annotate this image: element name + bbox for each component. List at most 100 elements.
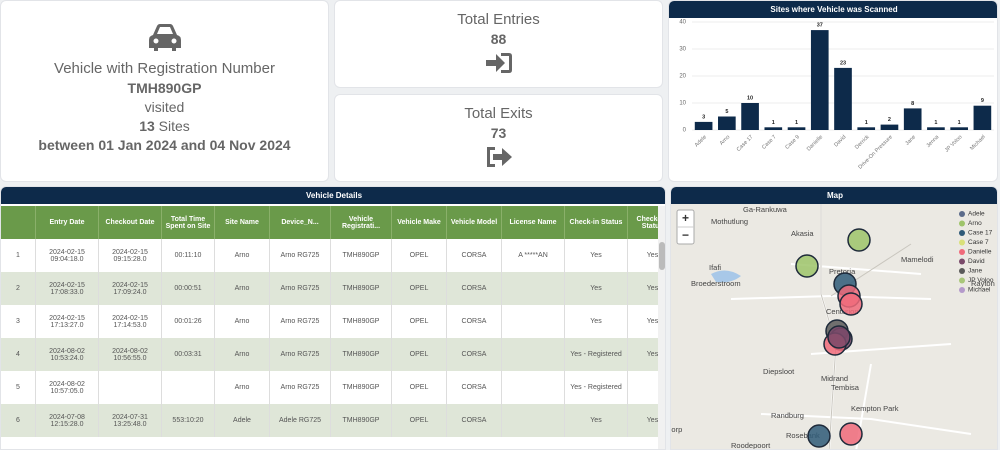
table-cell: Arno RG725 bbox=[269, 239, 331, 272]
x-tick-label: Danielle bbox=[806, 134, 824, 152]
table-cell: TMH890GP bbox=[330, 305, 392, 338]
table-cell: 2024-07-08 12:15:28.0 bbox=[35, 404, 99, 437]
table-cell: 6 bbox=[1, 404, 36, 437]
place-label: Pretoria bbox=[829, 267, 856, 276]
table-cell: Adele bbox=[214, 404, 270, 437]
table-cell: 2024-02-15 09:15:28.0 bbox=[98, 239, 162, 272]
value-label: 3 bbox=[702, 114, 705, 120]
value-label: 5 bbox=[725, 109, 728, 115]
place-label: Diepsloot bbox=[763, 367, 795, 376]
bar bbox=[857, 127, 876, 130]
x-tick-label: Case 17 bbox=[736, 134, 755, 153]
bar bbox=[694, 121, 713, 130]
legend-swatch bbox=[959, 239, 965, 246]
value-label: 10 bbox=[747, 95, 753, 101]
table-cell: 2024-08-02 10:56:55.0 bbox=[98, 338, 162, 371]
table-cell: OPEL bbox=[391, 305, 447, 338]
table-title: Vehicle Details bbox=[1, 187, 665, 204]
y-tick-label: 40 bbox=[679, 20, 686, 26]
table-cell bbox=[501, 272, 565, 305]
vehicle-table: Entry Date Checkout Date Total Time Spent … bbox=[1, 206, 665, 437]
table-cell bbox=[161, 371, 215, 404]
x-tick-label: Jenna bbox=[926, 134, 942, 150]
bar bbox=[834, 67, 852, 130]
table-cell: Yes bbox=[564, 305, 628, 338]
sites-word: Sites bbox=[158, 118, 190, 134]
y-tick-label: 10 bbox=[679, 101, 686, 107]
entry-icon bbox=[485, 53, 512, 73]
legend-swatch bbox=[959, 230, 965, 236]
table-cell: Arno RG725 bbox=[269, 338, 331, 371]
column-header: Device_N... bbox=[269, 206, 331, 239]
legend-label: Adele bbox=[968, 211, 985, 218]
legend-label: Jane bbox=[968, 268, 982, 275]
table-cell: 1 bbox=[1, 239, 36, 272]
table-cell: TMH890GP bbox=[330, 371, 392, 404]
table-cell: 2024-02-15 17:08:33.0 bbox=[35, 272, 99, 305]
site-marker bbox=[839, 292, 863, 316]
table-cell bbox=[98, 371, 162, 404]
table-cell: Arno bbox=[214, 371, 270, 404]
value-label: 37 bbox=[817, 23, 823, 29]
zoom-in[interactable]: + bbox=[682, 211, 689, 225]
table-cell: TMH890GP bbox=[330, 404, 392, 437]
x-tick-label: Case 7 bbox=[761, 134, 778, 151]
bar bbox=[718, 116, 736, 130]
entries-value: 88 bbox=[490, 31, 507, 47]
table-cell: 2024-02-15 17:13:27.0 bbox=[35, 305, 99, 338]
table-cell: 00:00:51 bbox=[161, 272, 215, 305]
table-row: 4 2024-08-02 10:53:24.0 2024-08-02 10:56:5… bbox=[1, 338, 665, 371]
column-header: Check-in Status bbox=[564, 206, 628, 239]
table-cell: 2024-02-15 17:14:53.0 bbox=[98, 305, 162, 338]
table-cell: 2024-08-02 10:53:24.0 bbox=[35, 338, 99, 371]
table-row: 2 2024-02-15 17:08:33.0 2024-02-15 17:09:2… bbox=[1, 272, 665, 305]
table-cell: Yes - Registered bbox=[564, 371, 628, 404]
legend-swatch bbox=[959, 268, 965, 274]
x-tick-label: David bbox=[833, 134, 847, 148]
table-cell: OPEL bbox=[391, 272, 447, 305]
x-tick-label: Derrick bbox=[854, 134, 871, 151]
site-marker bbox=[807, 424, 831, 448]
y-tick-label: 20 bbox=[679, 74, 686, 80]
bar bbox=[927, 127, 945, 130]
place-label: Roodepoort bbox=[731, 441, 771, 450]
table-cell: 3 bbox=[1, 305, 36, 338]
value-label: 1 bbox=[772, 120, 775, 126]
column-header: Vehicle Make bbox=[391, 206, 447, 239]
value-label: 1 bbox=[865, 120, 868, 126]
value-label: 8 bbox=[911, 101, 914, 107]
table-cell: CORSA bbox=[446, 371, 502, 404]
bar bbox=[810, 30, 829, 130]
place-label: Ifafi bbox=[709, 263, 721, 272]
place-label: Mamelodi bbox=[901, 255, 934, 264]
table-cell: OPEL bbox=[391, 239, 447, 272]
place-label: Rayton bbox=[971, 279, 995, 288]
table-cell bbox=[501, 338, 565, 371]
table-cell: Yes bbox=[564, 239, 628, 272]
scrollbar[interactable] bbox=[658, 206, 665, 449]
table-cell: 00:11:10 bbox=[161, 239, 215, 272]
table-cell bbox=[501, 305, 565, 338]
table-cell: OPEL bbox=[391, 371, 447, 404]
bar-chart-card: Sites where Vehicle was Scanned bbox=[668, 0, 998, 182]
place-label: Rosebank bbox=[786, 431, 820, 440]
table-cell: 2 bbox=[1, 272, 36, 305]
column-header: Vehicle Registrati... bbox=[330, 206, 392, 239]
table-cell: 5 bbox=[1, 371, 36, 404]
table-cell: Arno RG725 bbox=[269, 305, 331, 338]
table-cell: Arno bbox=[214, 239, 270, 272]
place-label: Krugersdorp bbox=[671, 425, 682, 434]
bar bbox=[741, 103, 759, 130]
table-cell: Arno bbox=[214, 338, 270, 371]
column-header: Entry Date bbox=[35, 206, 99, 239]
table-cell bbox=[501, 371, 565, 404]
map-title: Map bbox=[671, 187, 997, 204]
zoom-out[interactable]: − bbox=[682, 228, 689, 242]
legend-swatch bbox=[959, 249, 965, 255]
place-label: Ga-Rankuwa bbox=[743, 205, 788, 214]
table-cell: 4 bbox=[1, 338, 36, 371]
x-tick-label: JP Voloo bbox=[944, 134, 964, 154]
bar-chart: 0 10 20 30 40 Adele 3 Arno 5 Case 17 10 Case 7 1 Case… bbox=[679, 20, 994, 171]
bar bbox=[764, 127, 783, 130]
